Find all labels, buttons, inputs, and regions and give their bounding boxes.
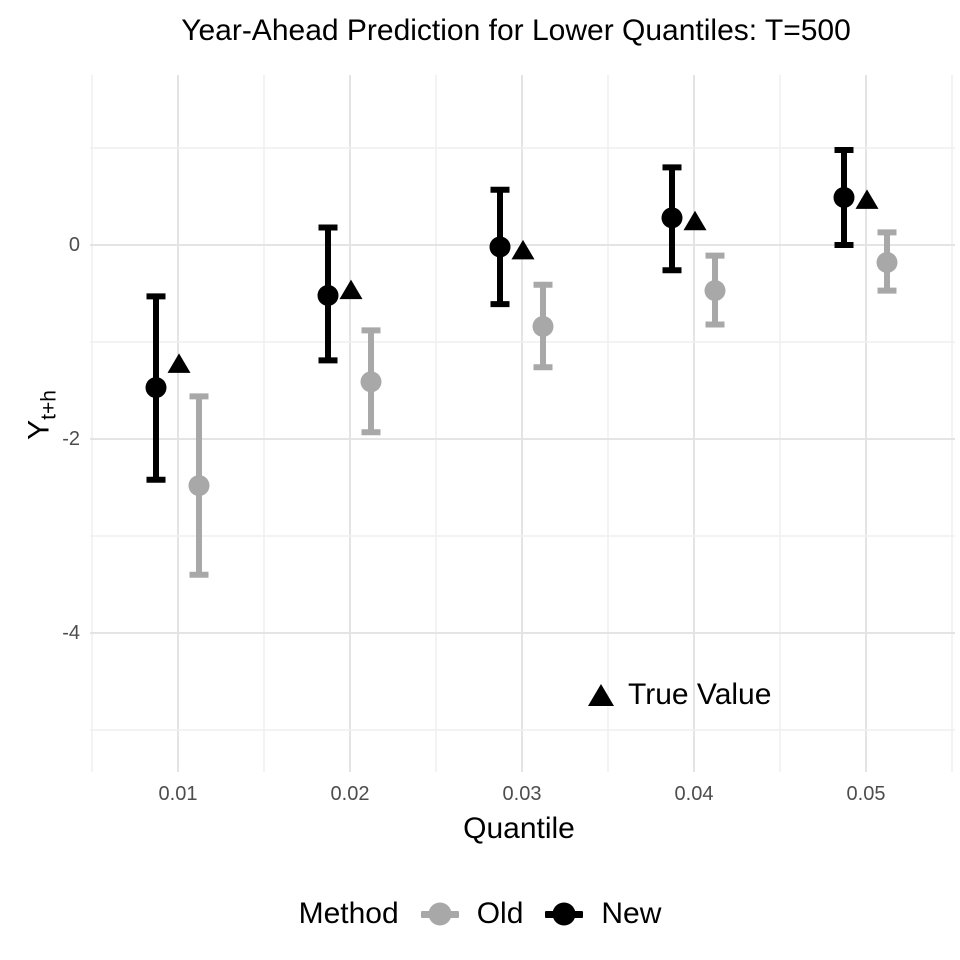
true-value-triangle	[683, 210, 707, 231]
point-old	[188, 475, 210, 497]
key-dot	[552, 902, 576, 926]
x-tick-label: 0.04	[674, 783, 714, 805]
pointrange-key-icon	[545, 901, 584, 927]
legend-label: Old	[476, 897, 524, 930]
x-tick-label: 0.02	[330, 783, 370, 805]
legend-item-old: Old	[420, 897, 524, 931]
chart-title: Year-Ahead Prediction for Lower Quantile…	[181, 14, 851, 47]
point-old	[532, 315, 554, 337]
point-new	[145, 377, 167, 399]
point-new	[833, 186, 855, 208]
method-legend: Method Old New	[0, 892, 960, 936]
y-tick-label: 0	[68, 234, 80, 256]
true-value-triangle	[511, 239, 535, 260]
legend-items: Old New	[420, 897, 661, 931]
x-tick-label: 0.03	[502, 783, 542, 805]
legend-title: Method	[298, 897, 399, 930]
pointrange-key-icon	[420, 901, 459, 927]
point-new	[661, 207, 683, 229]
x-tick-label: 0.01	[158, 783, 198, 805]
true-value-key: True Value	[588, 678, 771, 712]
true-value-triangle	[167, 353, 191, 373]
triangle-icon	[588, 684, 614, 706]
true-value-triangle	[339, 279, 363, 300]
y-axis-title-subscript: t+h	[37, 390, 61, 420]
point-new	[489, 236, 511, 258]
x-axis-title: Quantile	[463, 812, 575, 845]
point-old	[360, 371, 382, 393]
y-tick-label: -4	[62, 622, 80, 644]
legend-label: New	[601, 897, 662, 930]
key-dot	[428, 902, 452, 926]
y-tick-label: -2	[62, 428, 80, 450]
legend-item-new: New	[545, 897, 661, 931]
true-value-label: True Value	[628, 678, 772, 711]
true-value-triangle	[855, 189, 879, 209]
point-old	[876, 251, 898, 273]
point-old	[704, 280, 726, 302]
point-new	[317, 284, 339, 306]
x-tick-label: 0.05	[846, 783, 886, 805]
